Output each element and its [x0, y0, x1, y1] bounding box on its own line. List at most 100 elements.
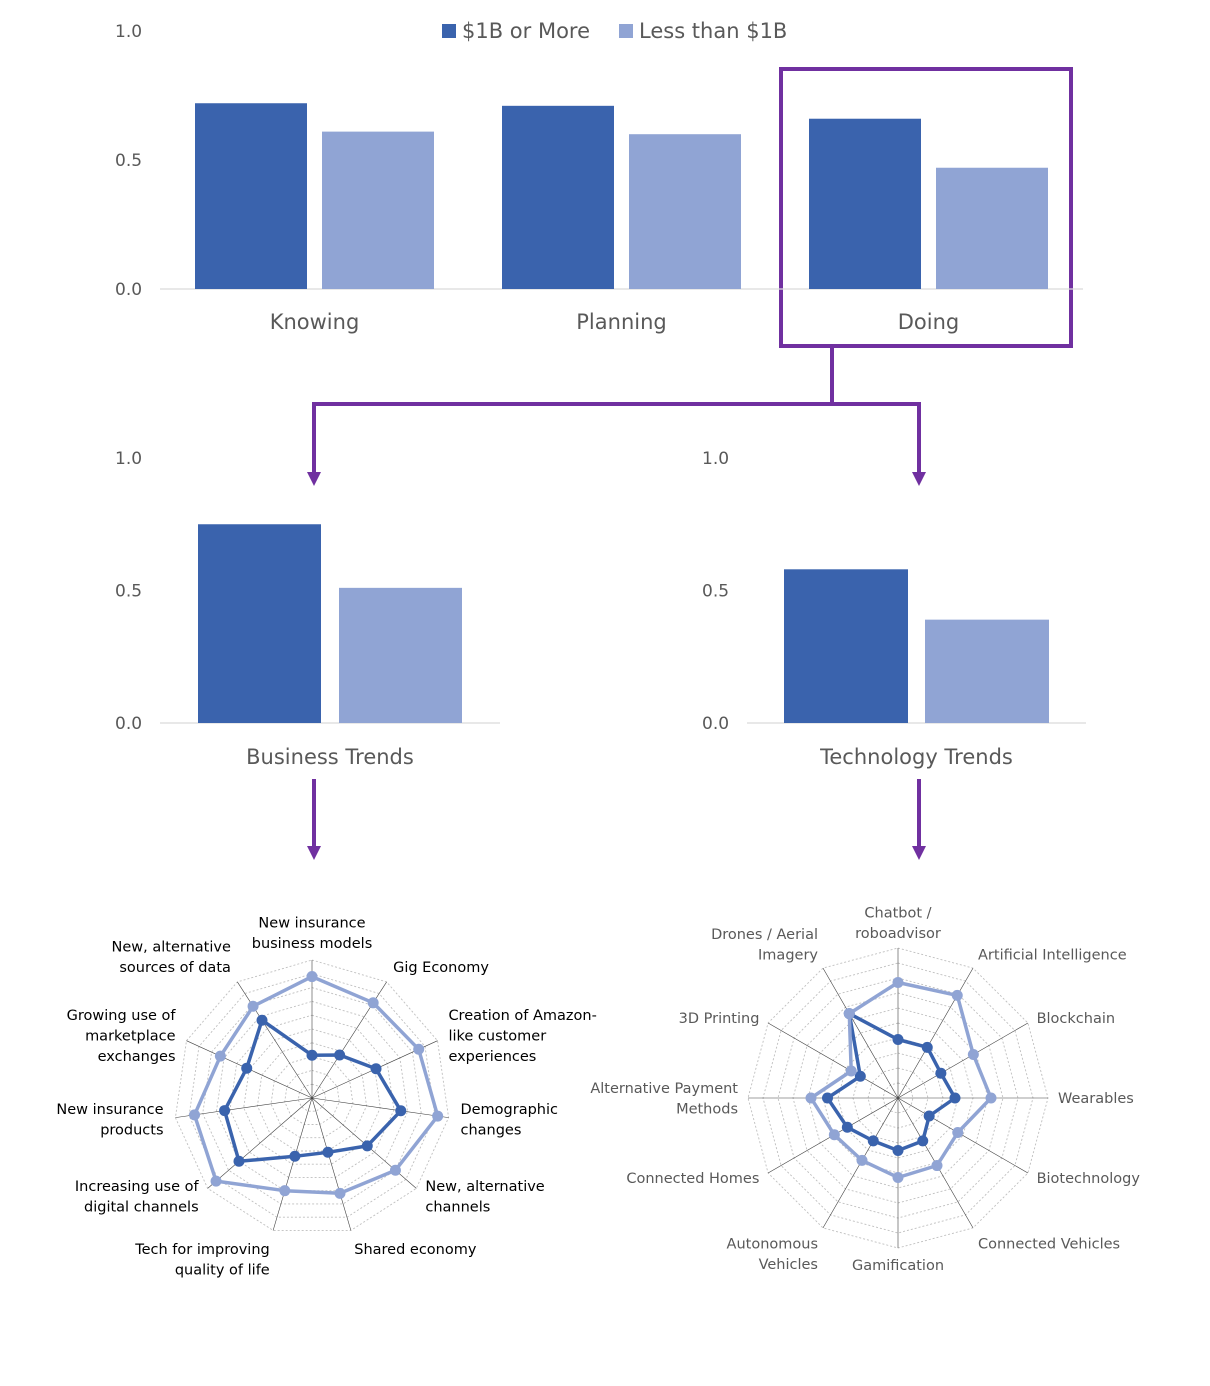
- radar-spoke: [897, 967, 974, 1099]
- bar-doing-series-1: [809, 118, 921, 289]
- category-label: Business Trends: [246, 745, 414, 769]
- legend-swatch-1: [442, 24, 456, 38]
- radar-spoke: [311, 1097, 449, 1118]
- radar-grid-ring: [270, 1056, 354, 1139]
- radar-series-1-point: [432, 1110, 444, 1122]
- category-label: Knowing: [270, 310, 360, 334]
- business-trends-bar-chart: 0.0 0.5 1.0 Business Trends: [115, 449, 500, 769]
- radar-grid-ring: [174, 959, 450, 1231]
- radar-grid-ring: [284, 1069, 340, 1125]
- radar-series-1-point: [985, 1092, 997, 1104]
- radar-spoke: [897, 1022, 1029, 1099]
- technology-trends-radar-chart: Chatbot / roboadvisor Artificial Intellige…: [590, 906, 1140, 1275]
- radar-spoke: [822, 967, 899, 1099]
- radar-series-2-point: [854, 1070, 866, 1082]
- y-tick-label: 0.5: [702, 582, 729, 602]
- radar-series-1-point: [334, 1187, 346, 1199]
- radar-axis-label: New insurance business models: [252, 916, 373, 953]
- bar-technology-trends-series-2: [925, 619, 1049, 723]
- y-tick-label: 1.0: [115, 449, 142, 469]
- doing-highlight-box: [779, 67, 1073, 348]
- y-tick-label: 0.0: [115, 714, 142, 734]
- radar-series-1-point: [306, 971, 318, 983]
- radar-series-2-point: [923, 1110, 935, 1122]
- radar-series-1-point: [210, 1175, 222, 1187]
- radar-series-2-point: [306, 1049, 318, 1061]
- radar-grid-ring: [188, 973, 436, 1218]
- bar-knowing-series-2: [322, 131, 434, 289]
- radar-series-2-point: [219, 1105, 231, 1117]
- radar-axis-label: Tech for improving quality of life: [134, 1242, 270, 1279]
- radar-axis-label: New, alternative sources of data: [112, 939, 231, 976]
- y-tick-label: 1.0: [115, 22, 142, 42]
- y-tick-label: 0.0: [115, 280, 142, 300]
- bar-business-trends-series-1: [198, 524, 321, 723]
- bar-doing-series-2: [936, 167, 1048, 289]
- radar-axis-label: Wearables: [1058, 1091, 1134, 1107]
- connector-arrows: [307, 67, 1073, 860]
- radar-axis-label: Connected Vehicles: [978, 1237, 1120, 1253]
- radar-axis-label: Drones / Aerial Imagery: [711, 927, 818, 964]
- radar-spoke: [272, 1097, 313, 1231]
- radar-axis-label: Creation of Amazon-like customer experien…: [448, 1008, 596, 1065]
- radar-series-2-line: [222, 1018, 403, 1164]
- radar-spoke: [207, 1097, 313, 1189]
- category-label: Doing: [898, 310, 960, 334]
- radar-series-1-point: [845, 1065, 857, 1077]
- radar-series-2-point: [892, 1145, 904, 1156]
- arrow-head-2: [912, 472, 926, 486]
- legend-label-1: $1B or More: [462, 19, 590, 43]
- radar-series-1-point: [214, 1050, 226, 1062]
- technology-trends-bar-chart: 0.0 0.5 1.0 Technology Trends: [702, 449, 1086, 769]
- radar-series-1-point: [367, 997, 379, 1009]
- radar-series-2-point: [322, 1146, 334, 1158]
- radar-series-2-point: [949, 1092, 961, 1104]
- bar-planning-series-1: [502, 105, 614, 289]
- radar-axis-label: Biotechnology: [1037, 1171, 1141, 1187]
- legend: $1B or More Less than $1B: [442, 19, 787, 43]
- radar-series-2-point: [892, 1034, 904, 1045]
- radar-grid-ring: [256, 1042, 368, 1152]
- radar-axis-label: Artificial Intelligence: [978, 947, 1127, 963]
- radar-series-1-point: [952, 1127, 964, 1138]
- radar-series-1-point: [967, 1049, 979, 1060]
- radar-series-2-point: [370, 1063, 382, 1075]
- y-tick-label: 0.5: [115, 151, 142, 171]
- radar-series-1-point: [892, 1172, 904, 1183]
- bar-planning-series-2: [629, 134, 741, 289]
- category-label: Technology Trends: [819, 745, 1013, 769]
- category-label: Planning: [576, 310, 666, 334]
- radar-series-1-point: [828, 1129, 840, 1141]
- radar-series-1-point: [843, 1008, 855, 1020]
- radar-axis-label: Demographic changes: [460, 1102, 558, 1139]
- radar-axis-label: Growing use of marketplace exchanges: [67, 1008, 177, 1065]
- radar-axis-label: Chatbot / roboadvisor: [855, 906, 941, 943]
- radar-series-2-point: [233, 1155, 245, 1167]
- radar-series-1-point: [892, 977, 904, 988]
- radar-series-2-point: [395, 1105, 407, 1117]
- radar-axis-label: Autonomous Vehicles: [727, 1237, 818, 1274]
- legend-swatch-2: [619, 24, 633, 38]
- radar-series-1-point: [247, 1000, 259, 1012]
- y-tick-label: 0.0: [702, 714, 729, 734]
- legend-label-2: Less than $1B: [639, 19, 787, 43]
- radar-axis-label: Shared economy: [354, 1242, 477, 1258]
- radar-series-1-point: [805, 1092, 817, 1104]
- radar-spoke: [767, 1022, 899, 1099]
- radar-axis-label: New, alternative channels: [425, 1179, 544, 1216]
- bar-knowing-series-1: [195, 103, 307, 290]
- connector-branch: [312, 402, 921, 474]
- radar-series-2-point: [841, 1121, 853, 1133]
- radar-series-2-point: [822, 1092, 833, 1104]
- radar-series-1-point: [856, 1154, 868, 1166]
- radar-series-1-point: [189, 1109, 201, 1121]
- y-tick-label: 0.5: [115, 582, 142, 602]
- bar-business-trends-series-2: [339, 587, 462, 723]
- radar-axis-label: Gig Economy: [393, 960, 489, 976]
- radar-axis-label: Connected Homes: [626, 1171, 759, 1187]
- radar-axis-label: New insurance products: [56, 1102, 163, 1139]
- radar-spoke: [237, 981, 313, 1099]
- top-bar-chart: 0.0 0.5 1.0 Knowing Planning Doing $1B or More…: [115, 19, 1083, 334]
- radar-series-2-point: [935, 1067, 947, 1079]
- radar-series-1-line: [192, 974, 440, 1196]
